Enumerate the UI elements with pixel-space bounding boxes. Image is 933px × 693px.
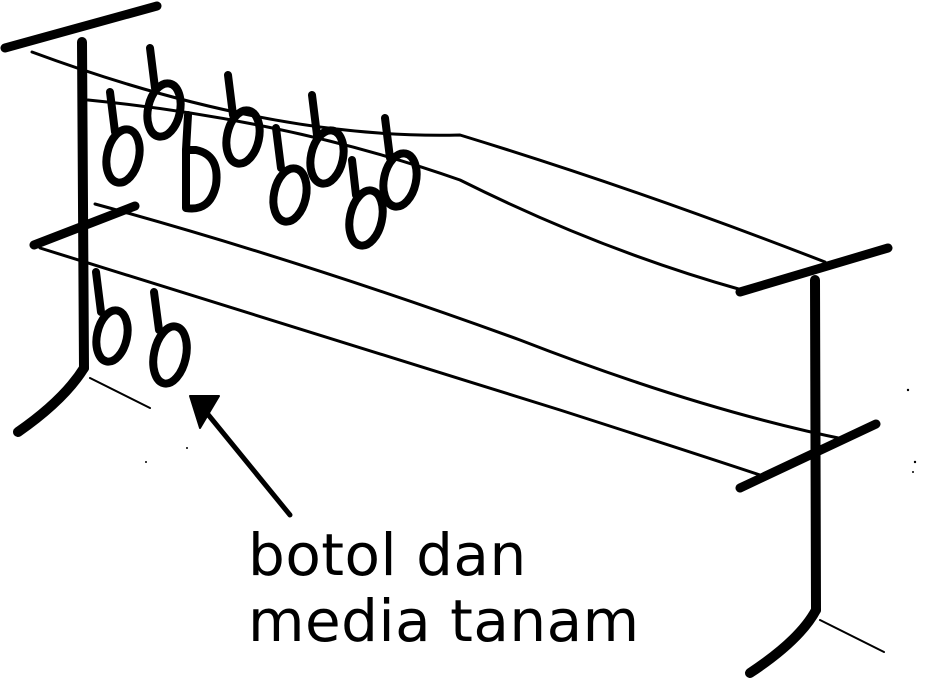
lower-wire-bottom bbox=[38, 246, 762, 477]
pointer-arrow-icon bbox=[189, 395, 293, 518]
bottle-label: botol dan media tanam bbox=[248, 522, 640, 654]
bottle-8 bbox=[379, 114, 421, 211]
upper-bottles bbox=[102, 44, 421, 250]
right-frame bbox=[735, 243, 893, 678]
label-line-1: botol dan bbox=[248, 521, 527, 589]
left-frame bbox=[0, 1, 162, 437]
bottle-1 bbox=[102, 88, 144, 187]
bottle-10 bbox=[149, 288, 191, 388]
lower-wire-top bbox=[93, 202, 850, 442]
wires bbox=[30, 50, 850, 477]
scan-specks bbox=[145, 388, 917, 473]
bottle-6 bbox=[306, 91, 348, 188]
upper-wire-top bbox=[30, 50, 827, 264]
bottle-3 bbox=[182, 111, 221, 213]
label-line-2: media tanam bbox=[248, 587, 640, 655]
upper-wire-bottom bbox=[86, 98, 744, 292]
bottle-7 bbox=[345, 156, 387, 250]
bottle-5 bbox=[269, 124, 311, 226]
bottle-9 bbox=[92, 268, 132, 366]
lower-bottles bbox=[92, 268, 191, 388]
bottle-2 bbox=[143, 44, 185, 141]
bottle-4 bbox=[222, 71, 264, 168]
